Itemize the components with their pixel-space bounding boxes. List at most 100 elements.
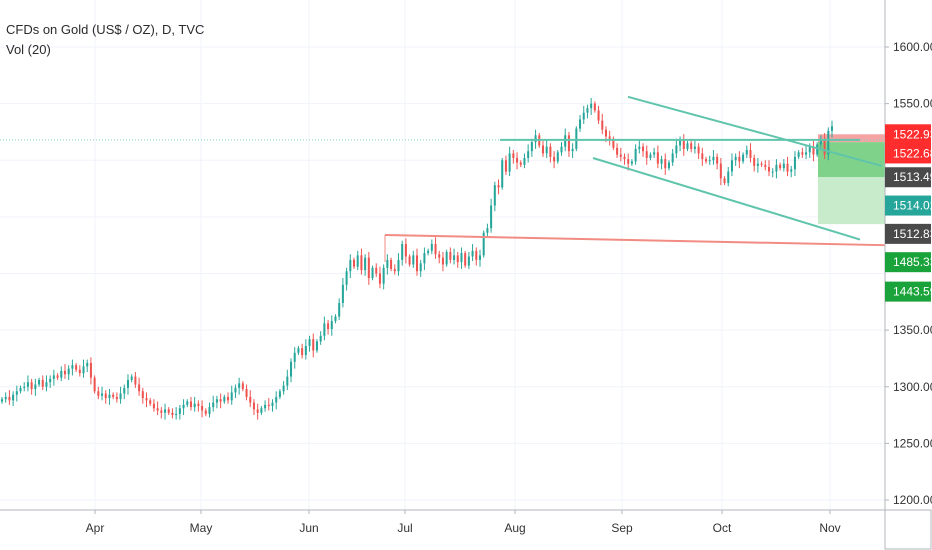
candle-body bbox=[753, 157, 756, 166]
candle-body bbox=[152, 403, 155, 409]
candle-body bbox=[438, 254, 441, 258]
candle-body bbox=[412, 255, 415, 265]
candle-body bbox=[467, 256, 470, 266]
price-axis[interactable]: 1200.00 1250.00 1300.00 1350.00 1550.00 1600.… bbox=[884, 0, 932, 510]
candle-body bbox=[82, 366, 85, 374]
candle-body bbox=[597, 110, 600, 121]
candle-body bbox=[156, 408, 159, 411]
candle-body bbox=[608, 136, 611, 139]
candle-body bbox=[145, 398, 148, 401]
candle-body bbox=[286, 376, 289, 386]
candle-body bbox=[408, 256, 411, 265]
candle-body bbox=[63, 370, 67, 375]
candle-body bbox=[516, 157, 519, 163]
candle-body bbox=[630, 161, 633, 164]
candle-body bbox=[645, 151, 648, 158]
candle-body bbox=[167, 409, 170, 413]
candle-body bbox=[797, 152, 800, 157]
price-axis-label: 1250.00 bbox=[893, 436, 932, 450]
candle-body bbox=[119, 393, 122, 400]
price-badge-1485.33 bbox=[885, 252, 931, 273]
candle-body bbox=[727, 171, 730, 183]
price-badge-1513.49 bbox=[885, 167, 931, 188]
price-axis-label: 1300.00 bbox=[893, 380, 932, 394]
candle-body bbox=[423, 253, 426, 264]
candle-body bbox=[478, 255, 482, 260]
candle-body bbox=[530, 142, 533, 152]
candle-body bbox=[453, 255, 456, 260]
candle-body bbox=[93, 377, 96, 392]
candle-body bbox=[26, 382, 29, 387]
candle-body bbox=[656, 152, 659, 164]
candle-body bbox=[304, 345, 307, 356]
candle-body bbox=[805, 152, 808, 155]
time-axis-label: Nov bbox=[819, 521, 840, 535]
candle-body bbox=[41, 379, 44, 387]
candle-body bbox=[734, 156, 737, 161]
candle-body bbox=[623, 156, 626, 160]
candle-body bbox=[89, 362, 92, 378]
candle-body bbox=[341, 284, 344, 303]
candle-body bbox=[134, 376, 137, 385]
candle-body bbox=[178, 408, 181, 414]
time-axis-label: Jun bbox=[299, 521, 318, 535]
candle-body bbox=[256, 409, 259, 413]
candle-body bbox=[15, 391, 18, 395]
candle-body bbox=[519, 162, 522, 165]
candle-body bbox=[775, 164, 778, 172]
symbol-title[interactable]: CFDs on Gold (US$ / OZ), D, TVC bbox=[6, 22, 205, 37]
candle-body bbox=[686, 143, 689, 149]
candle-body bbox=[252, 402, 255, 410]
candle-body bbox=[586, 108, 589, 113]
candle-body bbox=[356, 255, 359, 267]
candle-body bbox=[582, 112, 585, 120]
candle-body bbox=[749, 150, 752, 158]
candle-body bbox=[78, 369, 81, 374]
candle-body bbox=[241, 383, 244, 390]
channel-upper-line bbox=[627, 95, 883, 167]
candle-body bbox=[819, 139, 822, 145]
candle-body bbox=[812, 146, 815, 155]
candle-body bbox=[771, 171, 774, 173]
candle-body bbox=[275, 396, 278, 403]
candle-body bbox=[612, 138, 615, 148]
candle-body bbox=[215, 399, 218, 403]
candle-body bbox=[512, 153, 515, 158]
candle-body bbox=[312, 339, 315, 351]
candle-body bbox=[764, 164, 767, 168]
candle-body bbox=[793, 156, 796, 170]
candle-body bbox=[638, 146, 641, 149]
candle-body bbox=[393, 268, 396, 272]
candle-body bbox=[782, 163, 785, 169]
candle-body bbox=[164, 409, 167, 413]
candle-body bbox=[123, 387, 126, 394]
time-axis-label: Sep bbox=[611, 521, 633, 535]
price-axis-label: 1200.00 bbox=[893, 493, 932, 507]
candle-body bbox=[193, 403, 196, 408]
candle-body bbox=[579, 119, 582, 129]
candle-body bbox=[345, 271, 348, 285]
candle-body bbox=[575, 128, 578, 149]
candle-body bbox=[445, 251, 448, 265]
candle-body bbox=[671, 153, 674, 163]
support-line bbox=[384, 233, 886, 247]
candle-body bbox=[697, 146, 700, 154]
candle-body bbox=[401, 244, 404, 260]
candle-body bbox=[75, 365, 78, 370]
time-axis[interactable]: Apr May Jun Jul Aug Sep Oct Nov bbox=[0, 509, 885, 535]
candle-body bbox=[816, 144, 819, 155]
candle-body bbox=[189, 401, 192, 408]
candle-body bbox=[675, 145, 678, 154]
candle-body bbox=[501, 160, 504, 188]
candle-body bbox=[293, 352, 296, 362]
time-axis-label: Oct bbox=[713, 521, 732, 535]
candle-body bbox=[234, 387, 237, 393]
candle-body bbox=[197, 403, 200, 407]
volume-indicator-label[interactable]: Vol (20) bbox=[6, 42, 51, 57]
candle-body bbox=[760, 163, 763, 165]
candle-body bbox=[297, 348, 300, 353]
candle-body bbox=[830, 126, 834, 131]
candle-body bbox=[604, 129, 607, 137]
candle-body bbox=[219, 399, 222, 402]
